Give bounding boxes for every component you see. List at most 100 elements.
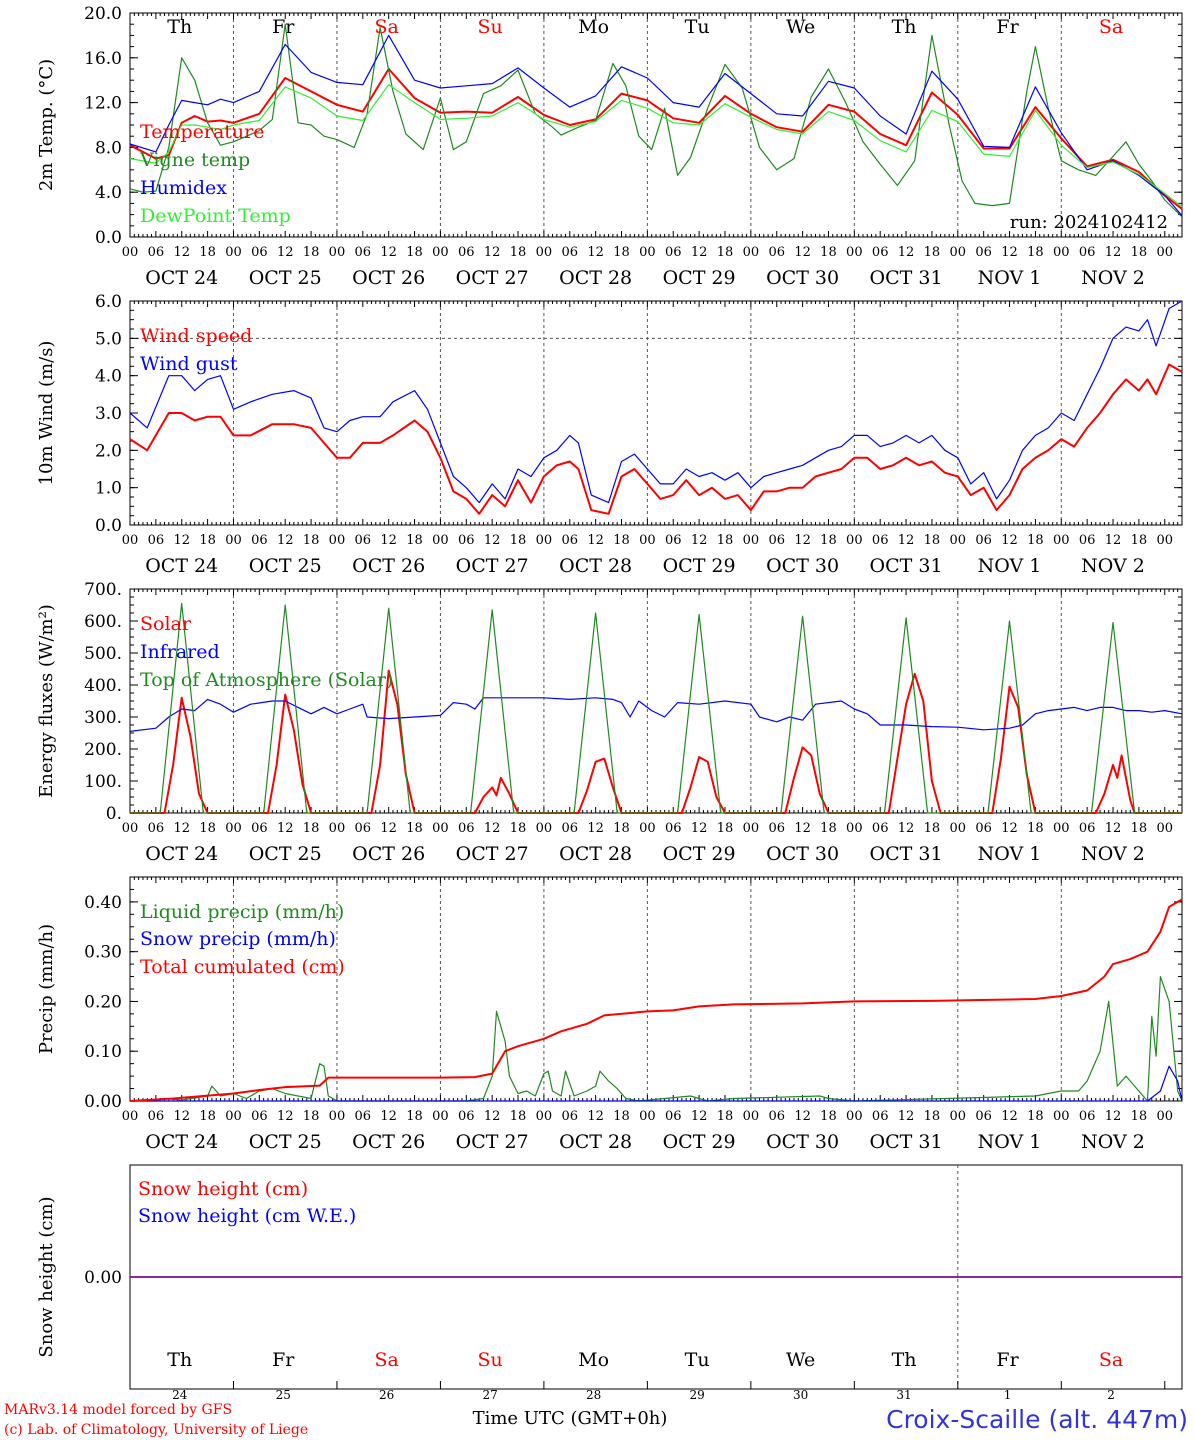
hour-tick-label: 18 [924, 821, 941, 836]
hour-tick-label: 12 [380, 821, 397, 836]
series-line-vigne-temp [129, 23, 1183, 218]
hour-tick-label: 12 [173, 821, 190, 836]
date-label: NOV 2 [1081, 555, 1145, 577]
hour-tick-label: 18 [924, 533, 941, 548]
weekday-label: Fr [996, 1349, 1019, 1371]
hour-tick-label: 06 [768, 245, 785, 260]
hour-tick-label: 12 [1001, 821, 1018, 836]
hour-tick-label: 12 [173, 245, 190, 260]
y-tick-label: 2.0 [95, 441, 122, 461]
date-label: OCT 26 [352, 555, 425, 577]
day-number-label: 30 [793, 1388, 808, 1402]
hour-tick-label: 18 [1131, 821, 1148, 836]
hour-tick-label: 00 [225, 245, 242, 260]
hour-tick-label: 12 [1001, 1109, 1018, 1124]
hour-tick-label: 12 [277, 1109, 294, 1124]
y-axis-label: Snow height (cm) [36, 1196, 57, 1357]
hour-tick-label: 12 [277, 245, 294, 260]
hour-tick-label: 18 [199, 821, 216, 836]
hour-tick-label: 00 [846, 1109, 863, 1124]
hour-tick-label: 18 [613, 245, 630, 260]
y-tick-label: 4.0 [95, 367, 122, 387]
weekday-label: Th [167, 1349, 192, 1371]
hour-tick-label: 00 [1053, 533, 1070, 548]
day-number-label: 2 [1107, 1388, 1115, 1402]
hour-tick-label: 12 [691, 821, 708, 836]
hour-tick-label: 12 [380, 245, 397, 260]
hour-tick-label: 00 [950, 821, 967, 836]
hour-tick-label: 18 [1131, 533, 1148, 548]
hour-tick-label: 06 [148, 245, 165, 260]
hour-tick-label: 00 [743, 821, 760, 836]
y-tick-label: 0.0 [95, 516, 122, 536]
hour-tick-label: 06 [975, 533, 992, 548]
hour-tick-label: 06 [975, 1109, 992, 1124]
date-label: OCT 26 [352, 1131, 425, 1153]
y-axis-label: Energy fluxes (W/m²) [36, 604, 57, 798]
y-tick-label: 0.20 [84, 992, 122, 1012]
hour-tick-label: 12 [380, 533, 397, 548]
weekday-label: Su [478, 16, 503, 38]
series-line-dewpoint-temp [129, 84, 1183, 208]
hour-tick-label: 18 [1131, 1109, 1148, 1124]
hour-tick-label: 06 [872, 245, 889, 260]
hour-tick-label: 06 [251, 245, 268, 260]
hour-tick-label: 00 [1053, 1109, 1070, 1124]
y-tick-label: 16.0 [84, 49, 122, 69]
hour-tick-label: 06 [665, 533, 682, 548]
date-label: OCT 25 [249, 843, 322, 865]
hour-tick-label: 18 [717, 245, 734, 260]
legend-entry: Temperature [140, 121, 264, 143]
hour-tick-label: 12 [1001, 245, 1018, 260]
hour-tick-label: 00 [1156, 533, 1173, 548]
date-label: OCT 28 [559, 843, 632, 865]
weekday-label: We [786, 1349, 815, 1371]
date-label: OCT 25 [249, 267, 322, 289]
hour-tick-label: 06 [1079, 245, 1096, 260]
y-axis-label: 10m Wind (m/s) [36, 341, 57, 486]
hour-tick-label: 00 [743, 245, 760, 260]
hour-tick-label: 00 [950, 245, 967, 260]
weekday-label: Su [478, 1349, 503, 1371]
y-tick-label: 8.0 [95, 138, 122, 158]
hour-tick-label: 12 [898, 245, 915, 260]
hour-tick-label: 00 [122, 1109, 139, 1124]
y-axis-label: 2m Temp. (°C) [36, 59, 57, 191]
legend-entry: Total cumulated (cm) [140, 956, 345, 978]
hour-tick-label: 18 [1131, 245, 1148, 260]
hour-tick-label: 12 [173, 1109, 190, 1124]
legend-entry: DewPoint Temp [140, 205, 291, 227]
y-tick-label: 5.0 [95, 329, 122, 349]
hour-tick-label: 06 [665, 821, 682, 836]
hour-tick-label: 12 [587, 245, 604, 260]
hour-tick-label: 00 [639, 245, 656, 260]
hour-tick-label: 12 [173, 533, 190, 548]
weekday-label: Tu [685, 1349, 710, 1371]
day-number-label: 25 [276, 1388, 291, 1402]
date-label: OCT 29 [663, 843, 736, 865]
panel-2: 0.0 1.0 2.0 3.0 4.0 5.0 6.0 10m Wind (m/s) 00 06 1… [36, 292, 1183, 577]
date-label: OCT 29 [663, 555, 736, 577]
date-label: OCT 29 [663, 1131, 736, 1153]
hour-tick-label: 18 [303, 1109, 320, 1124]
hour-tick-label: 06 [458, 821, 475, 836]
hour-tick-label: 00 [639, 1109, 656, 1124]
hour-tick-label: 00 [846, 533, 863, 548]
hour-tick-label: 18 [924, 245, 941, 260]
weekday-label: Mo [578, 1349, 609, 1371]
date-label: OCT 31 [870, 843, 943, 865]
y-tick-label: 0.00 [84, 1092, 122, 1112]
hour-tick-label: 06 [768, 1109, 785, 1124]
hour-tick-label: 06 [561, 821, 578, 836]
hour-tick-label: 12 [1105, 1109, 1122, 1124]
y-tick-label: 400. [84, 676, 122, 696]
date-label: OCT 26 [352, 267, 425, 289]
hour-tick-label: 06 [768, 533, 785, 548]
weekday-label: Mo [578, 16, 609, 38]
hour-tick-label: 06 [561, 1109, 578, 1124]
series-line-wind-speed [129, 363, 1183, 515]
y-tick-label: 300. [84, 708, 122, 728]
date-label: OCT 29 [663, 267, 736, 289]
hour-tick-label: 12 [587, 533, 604, 548]
run-label: run: 2024102412 [1010, 212, 1168, 233]
